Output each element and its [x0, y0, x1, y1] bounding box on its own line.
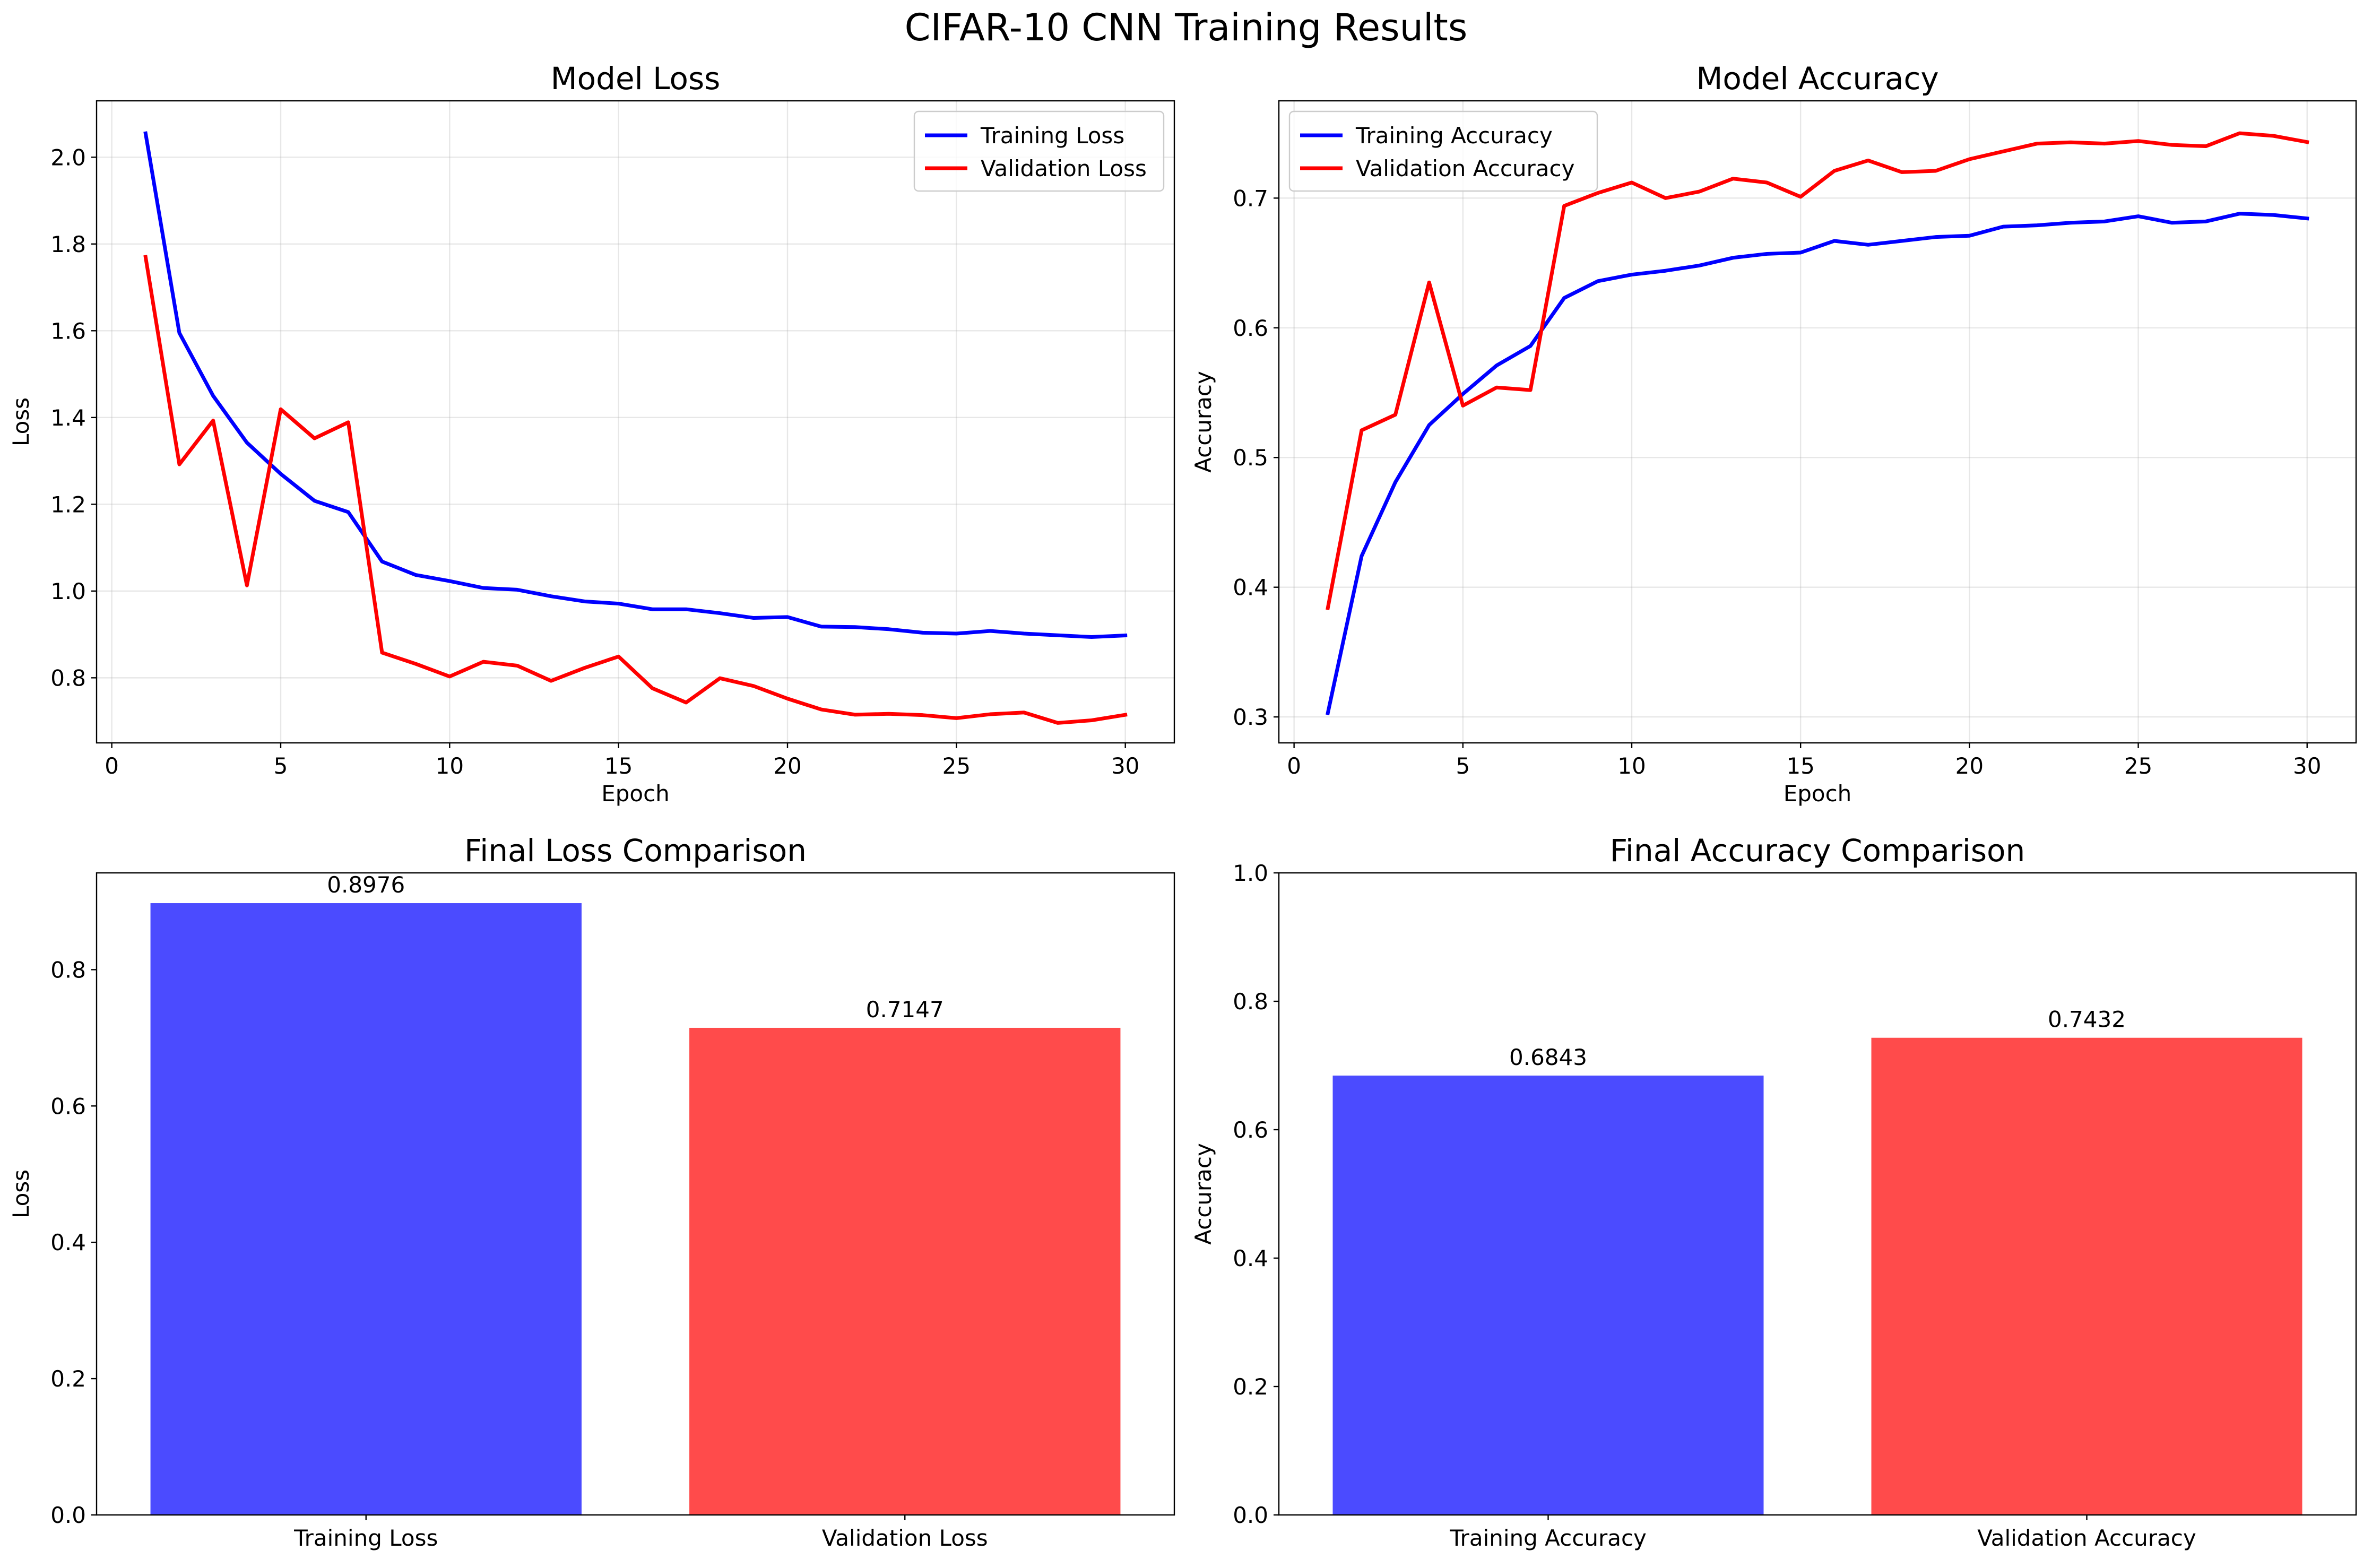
- bar-2: [689, 1027, 1121, 1515]
- chart-panel-4: 0.6843 0.7432 0.0 0.2 0.4 0.6 0.8 1.0 Training A…: [1190, 833, 2357, 1551]
- x-tick-label: 30: [2293, 753, 2321, 779]
- bar-value-label: 0.6843: [1509, 1044, 1587, 1070]
- x-tick-label: 25: [942, 753, 971, 779]
- legend-entry-label: Training Loss: [980, 123, 1124, 149]
- chart-panel-3: 0.8976 0.7147 0.0 0.2 0.4 0.6 0.8 Training Loss…: [8, 833, 1175, 1551]
- y-tick-label: 0.4: [1233, 1245, 1268, 1271]
- legend-entry-label: Training Accuracy: [1355, 123, 1553, 149]
- y-tick-label: 0.8: [1233, 989, 1268, 1015]
- y-tick-label: 0.8: [50, 957, 86, 983]
- y-tick-label: 0.2: [50, 1366, 86, 1392]
- axes-frame: [96, 100, 1175, 744]
- x-axis-label: Epoch: [1784, 781, 1852, 807]
- legend: Training Loss Validation Loss: [913, 110, 1165, 192]
- bar-2: [1871, 1037, 2302, 1515]
- x-tick-label: 10: [436, 753, 464, 779]
- bar-1: [1332, 1075, 1764, 1515]
- x-tick-label: 5: [274, 753, 288, 779]
- x-tick-label: 10: [1617, 753, 1646, 779]
- y-tick-label: 0.8: [50, 665, 86, 691]
- axes-frame: [96, 872, 1175, 1516]
- y-tick-label: 0.7: [1233, 185, 1268, 211]
- y-axis-label: Accuracy: [1190, 1143, 1216, 1245]
- y-tick-label: 0.5: [1233, 445, 1268, 471]
- legend: Training Accuracy Validation Accuracy: [1288, 110, 1598, 192]
- y-tick-label: 0.4: [50, 1229, 86, 1255]
- x-tick-label: 15: [1786, 753, 1814, 779]
- y-tick-label: 0.4: [1233, 575, 1268, 601]
- axes-frame: [1278, 872, 2357, 1516]
- bar-value-label: 0.7432: [2048, 1007, 2126, 1033]
- y-tick-label: 1.6: [50, 318, 86, 344]
- x-tick-label: 15: [604, 753, 633, 779]
- x-tick-label: 25: [2124, 753, 2152, 779]
- series-line-2: [143, 255, 1128, 725]
- y-tick-label: 0.3: [1233, 704, 1268, 730]
- x-category-label: Training Loss: [293, 1525, 438, 1551]
- chart-title: Final Loss Comparison: [464, 833, 807, 869]
- legend-entry-label: Validation Accuracy: [1356, 155, 1575, 181]
- axes-frame: [1278, 100, 2357, 744]
- y-tick-label: 0.6: [1233, 1117, 1268, 1143]
- x-category-label: Training Accuracy: [1449, 1525, 1647, 1551]
- x-category-label: Validation Accuracy: [1977, 1525, 2196, 1551]
- y-tick-label: 1.4: [50, 405, 86, 431]
- y-tick-label: 0.0: [50, 1502, 86, 1528]
- chart-title: Model Loss: [551, 60, 721, 97]
- y-tick-label: 0.0: [1233, 1502, 1268, 1528]
- y-axis-label: Accuracy: [1190, 371, 1216, 473]
- x-tick-label: 5: [1456, 753, 1470, 779]
- chart-panels: 0.8 1.0 1.2 1.4 1.6 1.8 2.0 0 5 10 15 20 25 30 Model L…: [8, 60, 2357, 1551]
- x-category-label: Validation Loss: [822, 1525, 988, 1551]
- y-tick-label: 0.6: [1233, 315, 1268, 341]
- x-tick-label: 0: [1287, 753, 1301, 779]
- y-tick-label: 2.0: [50, 144, 86, 170]
- series-line-1: [1326, 212, 2309, 715]
- y-axis-label: Loss: [8, 1169, 34, 1218]
- x-tick-label: 30: [1111, 753, 1139, 779]
- legend-box: [1288, 110, 1598, 192]
- bar-value-label: 0.7147: [866, 997, 944, 1023]
- gridlines: [97, 101, 1174, 743]
- y-axis-label: Loss: [8, 397, 34, 446]
- bar-1: [150, 903, 582, 1515]
- figure-title: CIFAR-10 CNN Training Results: [905, 6, 1468, 49]
- x-tick-label: 20: [773, 753, 801, 779]
- series-line-1: [143, 131, 1128, 639]
- legend-box: [913, 110, 1165, 192]
- x-tick-label: 20: [1955, 753, 1984, 779]
- gridlines: [1279, 101, 2356, 743]
- y-tick-label: 0.2: [1233, 1374, 1268, 1400]
- y-tick-label: 1.2: [50, 491, 86, 517]
- chart-title: Model Accuracy: [1696, 60, 1938, 97]
- y-tick-label: 0.6: [50, 1093, 86, 1119]
- y-tick-label: 1.0: [50, 578, 86, 604]
- chart-title: Final Accuracy Comparison: [1610, 833, 2025, 869]
- x-tick-label: 0: [105, 753, 119, 779]
- chart-panel-2: 0.3 0.4 0.5 0.6 0.7 0 5 10 15 20 25 30 Model Accurac…: [1190, 60, 2357, 807]
- bar-value-label: 0.8976: [327, 872, 405, 898]
- chart-panel-1: 0.8 1.0 1.2 1.4 1.6 1.8 2.0 0 5 10 15 20 25 30 Model L…: [8, 60, 1175, 807]
- legend-entry-label: Validation Loss: [981, 155, 1147, 181]
- x-axis-label: Epoch: [601, 781, 670, 807]
- y-tick-label: 1.8: [50, 231, 86, 257]
- series-line-2: [1326, 131, 2309, 610]
- y-tick-label: 1.0: [1233, 860, 1268, 886]
